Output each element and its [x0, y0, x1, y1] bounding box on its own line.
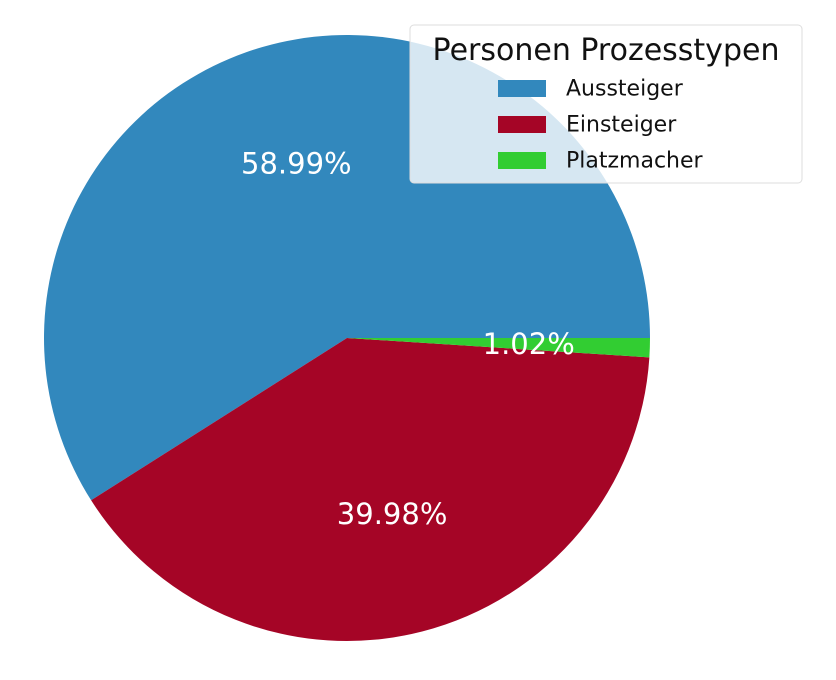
legend-label-einsteiger: Einsteiger	[566, 113, 677, 138]
legend-swatch-aussteiger	[498, 80, 546, 97]
legend-swatch-platzmacher	[498, 152, 546, 169]
legend-label-aussteiger: Aussteiger	[566, 77, 684, 102]
legend-swatch-einsteiger	[498, 116, 546, 133]
legend-label-platzmacher: Platzmacher	[566, 149, 704, 174]
legend-items: Aussteiger Einsteiger Platzmacher	[498, 77, 704, 174]
legend-box	[409, 24, 803, 184]
pie-labels: 58.99% 39.98% 1.02%	[241, 146, 575, 531]
pie-label-einsteiger: 39.98%	[337, 497, 448, 531]
pie-slice-einsteiger	[91, 338, 650, 641]
legend: Personen Prozesstypen Aussteiger Einsteig…	[409, 24, 803, 184]
pie-label-platzmacher: 1.02%	[483, 327, 575, 361]
pie-slice-platzmacher	[347, 338, 650, 358]
legend-title: Personen Prozesstypen	[433, 33, 780, 68]
pie-label-aussteiger: 58.99%	[241, 146, 352, 180]
